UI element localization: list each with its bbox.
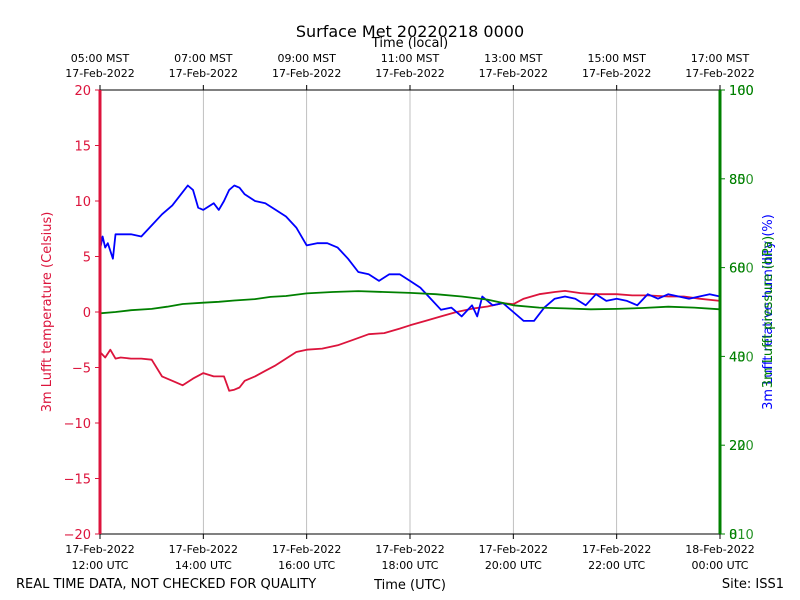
- site-label: Site: ISS1: [722, 577, 784, 592]
- top-tick-time: 17:00 MST: [691, 52, 750, 65]
- right-tick-label-pressure: 430: [729, 350, 754, 365]
- top-axis-ticks: 05:00 MST 17-Feb-2022 07:00 MST 17-Feb-2022…: [65, 52, 755, 90]
- top-tick-date: 17-Feb-2022: [65, 67, 134, 80]
- left-tick-label: 20: [74, 84, 91, 99]
- left-tick-label: −5: [72, 362, 91, 377]
- top-tick-date: 17-Feb-2022: [272, 67, 341, 80]
- top-tick-time: 09:00 MST: [277, 52, 336, 65]
- top-tick-time: 07:00 MST: [174, 52, 233, 65]
- quality-note: REAL TIME DATA, NOT CHECKED FOR QUALITY: [16, 577, 316, 592]
- top-tick-date: 17-Feb-2022: [685, 67, 754, 80]
- bottom-tick-time: 20:00 UTC: [485, 559, 542, 572]
- right-tick-label-humidity: 100: [729, 84, 754, 99]
- right-tick-label-pressure: 220: [729, 439, 754, 454]
- bottom-tick-time: 00:00 UTC: [691, 559, 748, 572]
- left-tick-label: −10: [64, 417, 91, 432]
- right-axis-label-humidity: 3m Lufft relative humidity (%): [761, 214, 776, 410]
- bottom-tick-date: 17-Feb-2022: [479, 543, 548, 556]
- right-tick-label-pressure: 680: [729, 262, 754, 277]
- right-tick-label-humidity: 0: [729, 528, 737, 543]
- right-axis-label-pressure: 3m Lufft pressure (hPa): [761, 236, 776, 388]
- right-tick-label-humidity: 20: [729, 439, 746, 454]
- bottom-tick-time: 14:00 UTC: [175, 559, 232, 572]
- left-tick-label: 5: [83, 251, 91, 266]
- left-tick-label: 0: [83, 306, 91, 321]
- series-line-relative-humidity: [99, 184, 721, 322]
- right-tick-label-pressure: 160: [729, 84, 754, 99]
- right-tick-label-pressure: 850: [729, 173, 754, 188]
- top-axis-label: Time (local): [371, 36, 448, 51]
- bottom-tick-date: 18-Feb-2022: [685, 543, 754, 556]
- grid-lines: [202, 90, 618, 534]
- top-tick-time: 13:00 MST: [484, 52, 543, 65]
- left-tick-label: 10: [74, 195, 91, 210]
- bottom-tick-date: 17-Feb-2022: [169, 543, 238, 556]
- top-tick-date: 17-Feb-2022: [479, 67, 548, 80]
- x-axis-label: Time (UTC): [373, 578, 446, 593]
- top-tick-date: 17-Feb-2022: [169, 67, 238, 80]
- left-axis-ticks: 20 15 10 5 0 −5 −10 −15 −20: [64, 84, 100, 543]
- chart-title: Surface Met 20220218 0000: [296, 22, 524, 41]
- bottom-tick-time: 16:00 UTC: [278, 559, 335, 572]
- top-tick-date: 17-Feb-2022: [375, 67, 444, 80]
- bottom-tick-date: 17-Feb-2022: [272, 543, 341, 556]
- bottom-tick-time: 12:00 UTC: [71, 559, 128, 572]
- left-tick-label: 15: [74, 140, 91, 155]
- left-axis-label: 3m Lufft temperature (Celsius): [40, 212, 55, 413]
- left-tick-label: −20: [64, 528, 91, 543]
- right-tick-label-humidity: 40: [729, 350, 746, 365]
- series-line-temperature: [99, 290, 721, 392]
- series-layer: [99, 184, 721, 392]
- left-tick-label: −15: [64, 473, 91, 488]
- bottom-tick-date: 17-Feb-2022: [582, 543, 651, 556]
- top-tick-time: 11:00 MST: [381, 52, 440, 65]
- bottom-tick-time: 22:00 UTC: [588, 559, 645, 572]
- top-tick-time: 15:00 MST: [587, 52, 646, 65]
- right-tick-label-humidity: 60: [729, 262, 746, 277]
- series-line-pressure: [99, 290, 721, 315]
- top-tick-date: 17-Feb-2022: [582, 67, 651, 80]
- bottom-tick-date: 17-Feb-2022: [65, 543, 134, 556]
- right-tick-label-humidity: 80: [729, 173, 746, 188]
- bottom-tick-date: 17-Feb-2022: [375, 543, 444, 556]
- bottom-axis-ticks: 17-Feb-2022 12:00 UTC 17-Feb-2022 14:00 UTC…: [65, 534, 755, 572]
- right-tick-label-pressure: 810: [729, 528, 754, 543]
- top-tick-time: 05:00 MST: [71, 52, 130, 65]
- bottom-tick-time: 18:00 UTC: [381, 559, 438, 572]
